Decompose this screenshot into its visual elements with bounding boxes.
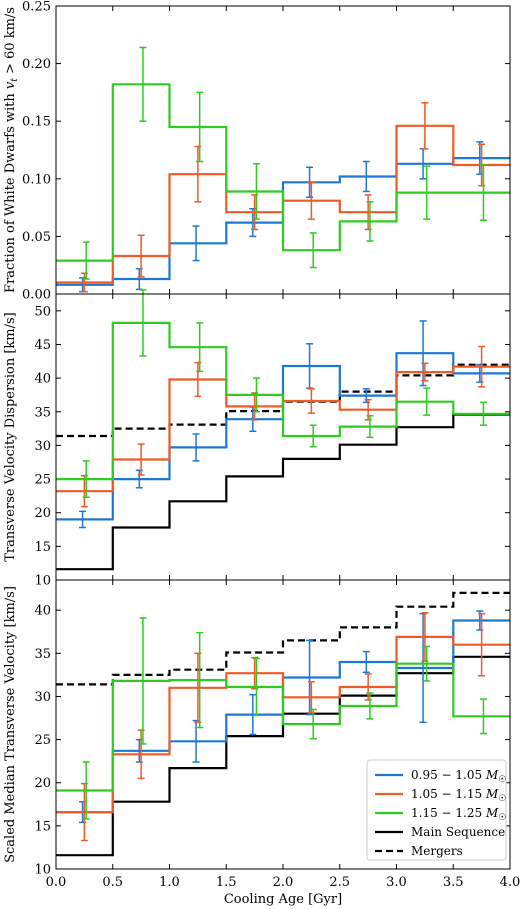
legend-label: 1.05 − 1.15 M☉ [411, 787, 506, 804]
panel-frame [55, 579, 511, 870]
series-1-15-1-25-m-step [56, 83, 510, 262]
x-tick-label: 0.5 [102, 875, 123, 890]
y-axis-label: Transverse Velocity Dispersion [km/s] [3, 312, 18, 561]
y-tick-label: 25 [34, 473, 51, 488]
y-tick-label: 10 [34, 863, 51, 878]
x-tick-label: 3.5 [443, 875, 464, 890]
y-tick-label: 0.25 [22, 0, 51, 15]
y-tick-label: 30 [34, 690, 51, 705]
y-tick-label: 25 [34, 733, 51, 748]
series-mergers-step [56, 591, 510, 686]
y-tick-label: 30 [34, 439, 51, 454]
x-tick-label: 4.0 [500, 875, 520, 890]
panel-2: 10 15 20 25 30 35 40 45 50 Transverse Velocity Di… [3, 289, 511, 589]
legend-label: Main Sequence [411, 825, 505, 839]
legend-box [366, 759, 507, 861]
y-tick-label: 0.20 [22, 57, 51, 72]
series-main-sequence-step [56, 413, 510, 571]
y-tick-label: 50 [34, 304, 51, 319]
legend-label: 1.15 − 1.25 M☉ [411, 806, 506, 823]
legend-label: 0.95 − 1.05 M☉ [411, 768, 506, 785]
y-tick-label: 40 [34, 372, 51, 387]
y-tick-label: 0.05 [22, 230, 51, 245]
x-tick-label: 3.0 [386, 875, 407, 890]
x-tick-label: 2.5 [329, 875, 350, 890]
y-axis-label: Fraction of White Dwarfs with vt > 60 km… [3, 7, 20, 293]
y-tick-label: 0.15 [22, 115, 51, 130]
y-tick-label: 15 [34, 540, 51, 555]
panel-3: 10 15 20 25 30 35 40 0.0 0.5 1.0 1.5 2.0 2.5 3.0 3.5 4.… [3, 579, 520, 907]
y-tick-label: 40 [34, 604, 51, 619]
x-tick-label: 1.5 [216, 875, 237, 890]
y-tick-label: 45 [34, 338, 51, 353]
y-tick-label: 20 [34, 506, 51, 521]
y-tick-label: 0.00 [22, 288, 51, 303]
x-tick-label: 1.0 [159, 875, 180, 890]
x-tick-label: 0.0 [46, 875, 67, 890]
y-tick-label: 35 [34, 405, 51, 420]
series-1-15-1-25-m-step [56, 662, 510, 792]
y-tick-label: 10 [34, 574, 51, 589]
legend: 0.95 − 1.05 M☉ 1.05 − 1.15 M☉ 1.15 − 1.25 … [366, 759, 507, 861]
series-1-15-1-25-m-step [56, 321, 510, 481]
y-tick-label: 35 [34, 647, 51, 662]
y-axis-label: Scaled Median Transverse Velocity [km/s] [3, 586, 18, 863]
x-axis-label: Cooling Age [Gyr] [224, 892, 342, 907]
y-tick-label: 15 [34, 819, 51, 834]
x-tick-label: 2.0 [273, 875, 294, 890]
series-0-95-1-05-m-step [56, 352, 510, 521]
legend-label: Mergers [411, 844, 463, 858]
y-tick-label: 20 [34, 776, 51, 791]
y-tick-label: 0.10 [22, 172, 51, 187]
